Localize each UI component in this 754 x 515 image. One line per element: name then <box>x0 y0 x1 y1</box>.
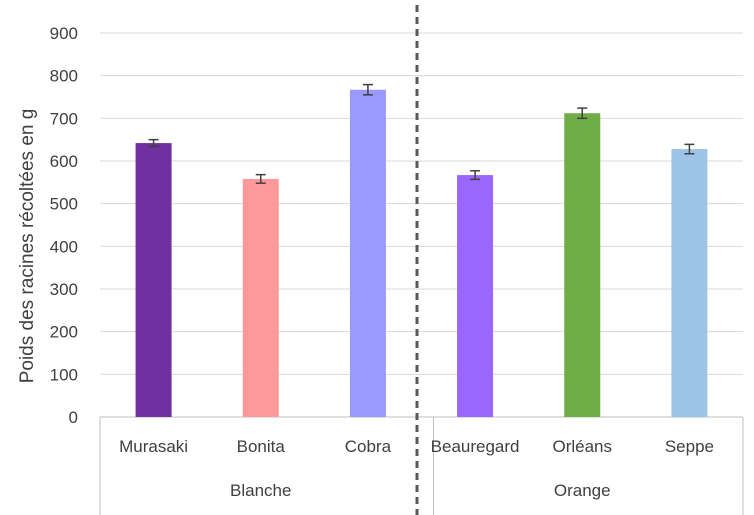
group-label: Blanche <box>230 481 291 500</box>
y-axis-label: Poids des racines récoltées en g <box>17 109 38 384</box>
bars <box>135 89 708 418</box>
bar-orléans <box>564 113 601 418</box>
group-label: Orange <box>554 481 611 500</box>
group-labels: Blanche Orange <box>230 481 611 500</box>
gridlines <box>99 32 744 515</box>
bar-bonita <box>242 178 279 417</box>
bar-murasaki <box>135 143 172 417</box>
y-tick-label: 200 <box>50 323 78 342</box>
y-tick-label: 400 <box>50 237 78 256</box>
y-tick-label: 100 <box>50 365 78 384</box>
category-label: Murasaki <box>119 437 188 456</box>
bar-cobra <box>349 89 386 417</box>
category-label: Beauregard <box>431 437 520 456</box>
y-tick-label: 700 <box>50 109 78 128</box>
y-tick-label: 900 <box>50 24 78 43</box>
category-label: Cobra <box>345 437 392 456</box>
category-label: Seppe <box>665 437 714 456</box>
bar-beauregard <box>457 175 494 417</box>
y-tick-label: 300 <box>50 280 78 299</box>
y-tick-label: 0 <box>69 408 78 427</box>
y-tick-label: 800 <box>50 67 78 86</box>
bar-seppe <box>671 149 708 417</box>
category-labels: Murasaki Bonita Cobra Beauregard Orléans Sepp… <box>119 437 714 456</box>
category-label: Orléans <box>552 437 612 456</box>
y-tick-label: 600 <box>50 152 78 171</box>
y-tick-label: 500 <box>50 195 78 214</box>
y-axis-ticks: 0 100 200 300 400 500 600 700 800 900 <box>50 24 78 427</box>
category-label: Bonita <box>237 437 286 456</box>
error-bars <box>148 83 695 184</box>
